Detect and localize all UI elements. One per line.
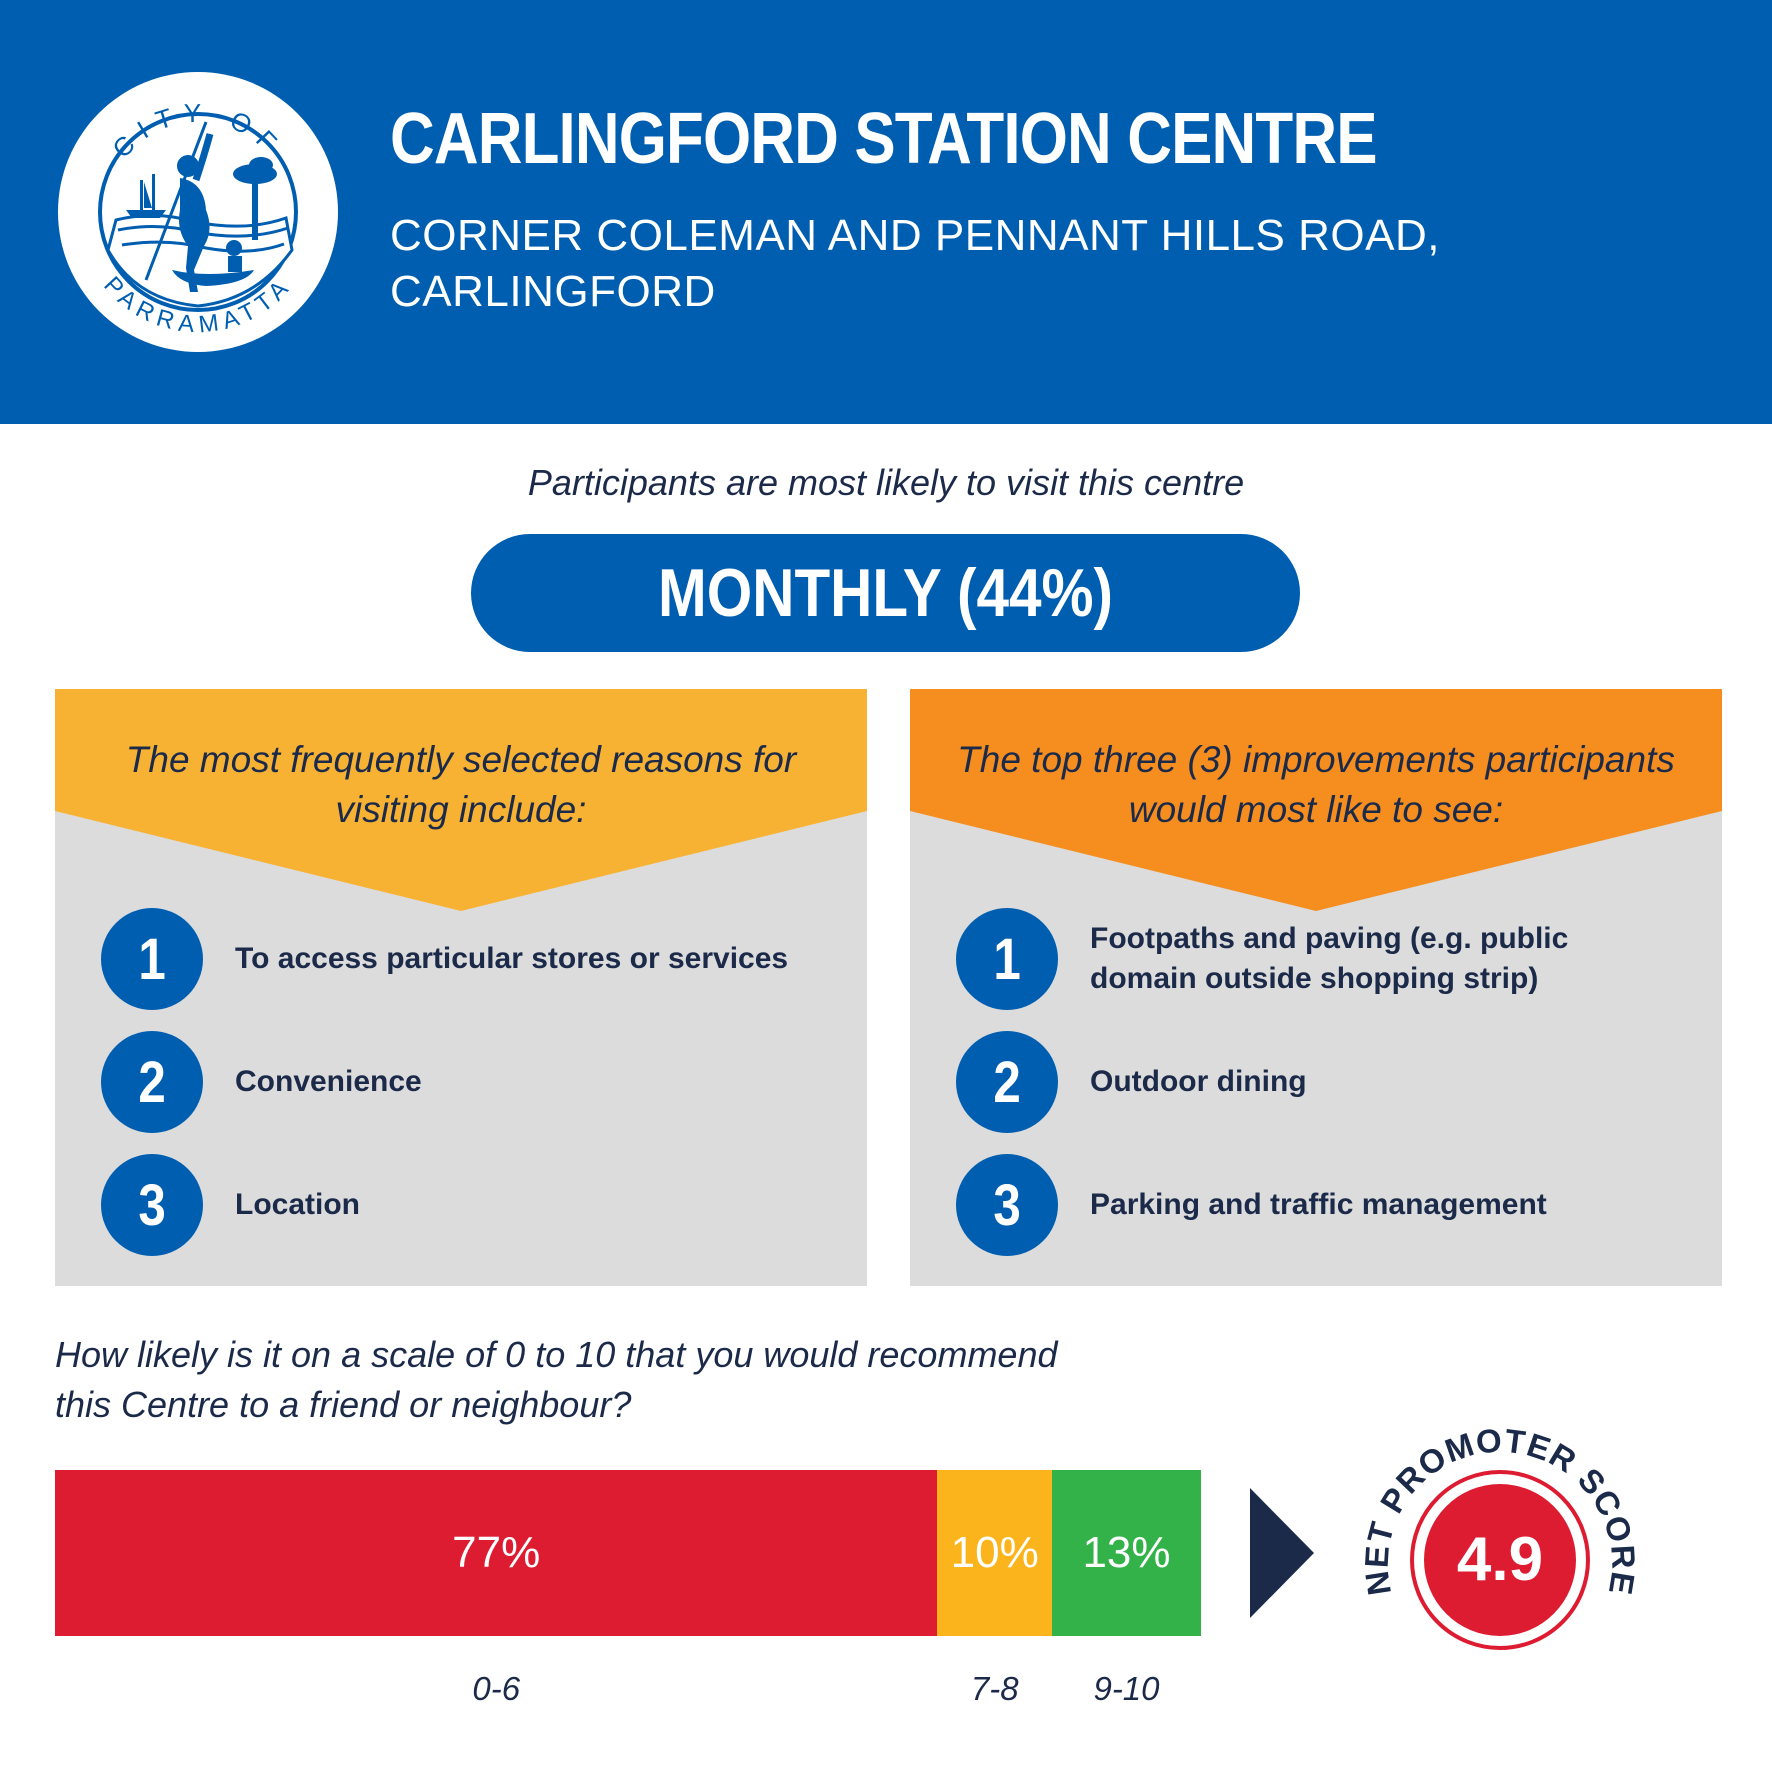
improvement-item-2: 2 Outdoor dining [956,1031,1650,1133]
bar-segment-label: 0-6 [472,1670,521,1707]
improvements-heading-line-1: The top three (3) improvements participa… [957,739,1675,780]
rank-number: 3 [138,1172,166,1238]
rank-number: 3 [993,1172,1021,1238]
bar-segment-label: 9-10 [1093,1670,1160,1707]
reason-text: Convenience [235,1065,422,1098]
rank-number: 2 [993,1049,1021,1115]
improvement-item-3: 3 Parking and traffic management [956,1154,1650,1256]
header-banner: CITY OF PARRAMATTA CARLINGFORD STATION C… [0,0,1772,424]
visit-intro: Participants are most likely to visit th… [527,462,1245,503]
bar-segment-0-6: 77% [55,1470,938,1636]
rank-badge: 3 [956,1154,1058,1256]
reasons-banner [55,689,867,911]
rank-badge: 2 [956,1031,1058,1133]
reasons-panel: The most frequently selected reasons for… [55,689,867,1286]
improvement-text: Outdoor dining [1090,1065,1307,1098]
reason-item-3: 3 Location [101,1154,795,1256]
bar-segment-9-10: 13% [1052,1470,1201,1636]
rank-badge: 1 [956,908,1058,1010]
bar-segment-value: 13% [1082,1528,1171,1577]
recommend-question-line-1: How likely is it on a scale of 0 to 10 t… [55,1334,1058,1375]
reason-text: Location [235,1188,360,1221]
bar-segment-value: 77% [452,1528,541,1577]
improvement-text: Parking and traffic management [1090,1188,1547,1221]
rank-badge: 2 [101,1031,203,1133]
score-distribution-bar: 77% 10% 13% [55,1470,1201,1636]
net-promoter-score-badge: NET PROMOTER SCORE [1358,1421,1641,1650]
nps-value: 4.9 [1456,1525,1544,1594]
reasons-heading: The most frequently selected reasons for… [55,735,867,835]
page-title: CARLINGFORD STATION CENTRE [390,99,1378,179]
improvement-text: Footpaths and paving (e.g. public domain… [1090,922,1569,995]
recommend-question: How likely is it on a scale of 0 to 10 t… [55,1330,1175,1430]
improvements-panel: The top three (3) improvements participa… [910,689,1722,1286]
improvements-heading-line-2: would most like to see: [1128,789,1504,830]
reasons-heading-line-1: The most frequently selected reasons for [125,739,797,780]
rank-badge: 3 [101,1154,203,1256]
rank-number: 1 [138,926,166,992]
reasons-heading-line-2: visiting include: [335,789,587,830]
address-line-2: CARLINGFORD [390,267,716,316]
reason-item-2: 2 Convenience [101,1031,795,1133]
visit-frequency: MONTHLY (44%) [658,555,1113,631]
bar-segment-label: 7-8 [970,1670,1019,1707]
recommend-question-line-2: this Centre to a friend or neighbour? [55,1384,632,1425]
bar-segment-7-8: 10% [937,1470,1052,1636]
rank-number: 1 [993,926,1021,992]
reason-item-1: 1 To access particular stores or service… [101,908,795,1010]
improvements-heading: The top three (3) improvements participa… [910,735,1722,835]
arrow-right-icon [1250,1488,1314,1618]
city-of-parramatta-logo: CITY OF PARRAMATTA [58,72,338,352]
address-line-1: CORNER COLEMAN AND PENNANT HILLS ROAD, [390,211,1440,260]
improvements-banner [910,689,1722,911]
rank-badge: 1 [101,908,203,1010]
address: CORNER COLEMAN AND PENNANT HILLS ROAD, C… [390,208,1440,320]
visit-frequency-pill: MONTHLY (44%) [471,534,1300,652]
improvement-item-1: 1 Footpaths and paving (e.g. public doma… [956,908,1610,1010]
rank-number: 2 [138,1049,166,1115]
reason-text: To access particular stores or services [235,942,789,975]
bar-segment-value: 10% [950,1528,1039,1577]
